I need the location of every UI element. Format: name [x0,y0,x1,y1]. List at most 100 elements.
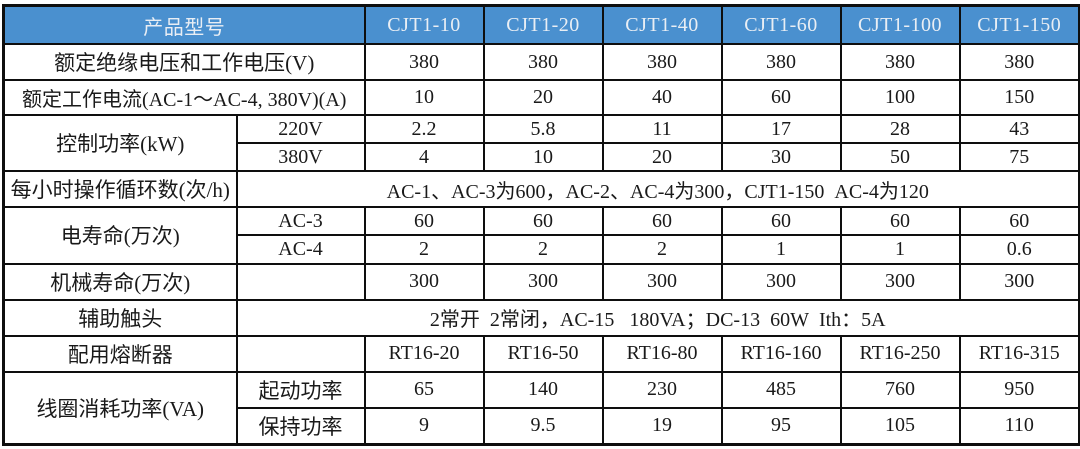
table-row: 额定工作电流(AC-1～AC-4, 380V)(A) 10 20 40 60 1… [2,79,1080,116]
spec-cell: 20 [601,142,723,173]
table-row: 线圈消耗功率(VA) 起动功率 65 140 230 485 760 950 [2,370,1080,446]
model-header: CJT1-40 [601,4,723,45]
spec-cell: 9.5 [482,406,604,446]
spec-cell: 1 [839,234,961,265]
spec-cell: 60 [601,206,723,237]
spec-cell: 110 [958,406,1080,446]
sub-row-label: AC-3 [235,206,366,237]
spec-cell: 100 [839,79,961,116]
row-label: 配用熔断器 [2,334,238,373]
spec-cell: 60 [363,206,485,237]
spec-span-cell: AC-1、AC-3为600，AC-2、AC-4为300，CJT1-150 AC-… [235,170,1080,209]
spec-cell: 65 [363,370,485,409]
spec-cell: 150 [958,79,1080,116]
row-label: 控制功率(kW) [2,113,238,173]
spec-cell: 140 [482,370,604,409]
spec-cell: 300 [601,262,723,301]
spec-cell: 9 [363,406,485,446]
spec-cell: 30 [720,142,842,173]
spec-cell: 230 [601,370,723,409]
row-label: 额定工作电流(AC-1～AC-4, 380V)(A) [2,79,366,116]
table-row: 380V 4 10 20 30 50 75 [4,142,1080,173]
spec-cell: 75 [958,142,1080,173]
spec-table: 产品型号 CJT1-10 CJT1-20 CJT1-40 CJT1-60 CJT… [2,4,1080,446]
empty-cell [235,334,366,373]
spec-cell: 43 [958,113,1080,145]
spec-cell: 760 [839,370,961,409]
spec-cell: 20 [482,79,604,116]
sub-row-label: AC-4 [235,234,366,265]
sub-row-label: 220V [235,113,366,145]
spec-cell: 2 [601,234,723,265]
row-label: 额定绝缘电压和工作电压(V) [2,42,366,82]
spec-cell: 950 [958,370,1080,409]
sub-row-label: 保持功率 [235,406,366,446]
spec-cell: 380 [839,42,961,82]
spec-cell: 2.2 [363,113,485,145]
spec-cell: RT16-315 [958,334,1080,373]
table-header-row: 产品型号 CJT1-10 CJT1-20 CJT1-40 CJT1-60 CJT… [2,4,1080,45]
spec-cell: 380 [601,42,723,82]
table-row: 每小时操作循环数(次/h) AC-1、AC-3为600，AC-2、AC-4为30… [2,170,1080,209]
spec-cell: 5.8 [482,113,604,145]
model-header: CJT1-10 [363,4,485,45]
table-row: 辅助触头 2常开 2常闭，AC-15 180VA；DC-13 60W Ith：5… [2,298,1080,337]
spec-cell: 380 [720,42,842,82]
spec-cell: 60 [720,206,842,237]
spec-cell: 60 [720,79,842,116]
spec-cell: 19 [601,406,723,446]
product-model-header: 产品型号 [2,4,366,45]
table-row: 保持功率 9 9.5 19 95 105 110 [4,406,1080,446]
spec-cell: 28 [839,113,961,145]
spec-cell: 2 [482,234,604,265]
spec-cell: RT16-80 [601,334,723,373]
model-header: CJT1-100 [839,4,961,45]
empty-cell [235,262,366,301]
table-row: 控制功率(kW) 220V 2.2 5.8 11 17 28 43 [2,113,1080,173]
spec-cell: 11 [601,113,723,145]
spec-cell: 380 [363,42,485,82]
model-header: CJT1-150 [958,4,1080,45]
spec-cell: 300 [363,262,485,301]
spec-cell: 95 [720,406,842,446]
spec-cell: 380 [482,42,604,82]
model-header: CJT1-60 [720,4,842,45]
spec-cell: RT16-160 [720,334,842,373]
spec-cell: 60 [958,206,1080,237]
spec-cell: 17 [720,113,842,145]
table-row: 机械寿命(万次) 300 300 300 300 300 300 [2,262,1080,301]
spec-cell: 300 [958,262,1080,301]
table-row: 电寿命(万次) AC-3 60 60 60 60 60 60 [2,206,1080,265]
spec-cell: RT16-50 [482,334,604,373]
row-label: 线圈消耗功率(VA) [2,370,238,446]
spec-cell: 4 [363,142,485,173]
spec-cell: 485 [720,370,842,409]
spec-cell: 105 [839,406,961,446]
spec-cell: 300 [482,262,604,301]
spec-cell: RT16-250 [839,334,961,373]
spec-cell: 60 [482,206,604,237]
model-header: CJT1-20 [482,4,604,45]
spec-cell: 1 [720,234,842,265]
table-row: 额定绝缘电压和工作电压(V) 380 380 380 380 380 380 [2,42,1080,82]
table-row: AC-4 2 2 2 1 1 0.6 [4,234,1080,265]
spec-span-cell: 2常开 2常闭，AC-15 180VA；DC-13 60W Ith：5A [235,298,1080,337]
spec-cell: 300 [720,262,842,301]
spec-cell: 50 [839,142,961,173]
spec-cell: 40 [601,79,723,116]
row-label: 机械寿命(万次) [2,262,238,301]
spec-cell: 0.6 [958,234,1080,265]
table-row: 配用熔断器 RT16-20 RT16-50 RT16-80 RT16-160 R… [2,334,1080,373]
sub-row-label: 380V [235,142,366,173]
row-label: 辅助触头 [2,298,238,337]
spec-cell: RT16-20 [363,334,485,373]
sub-row-label: 起动功率 [235,370,366,409]
spec-cell: 300 [839,262,961,301]
row-label: 电寿命(万次) [2,206,238,265]
spec-cell: 380 [958,42,1080,82]
spec-cell: 60 [839,206,961,237]
spec-cell: 10 [363,79,485,116]
row-label: 每小时操作循环数(次/h) [2,170,238,209]
spec-cell: 10 [482,142,604,173]
